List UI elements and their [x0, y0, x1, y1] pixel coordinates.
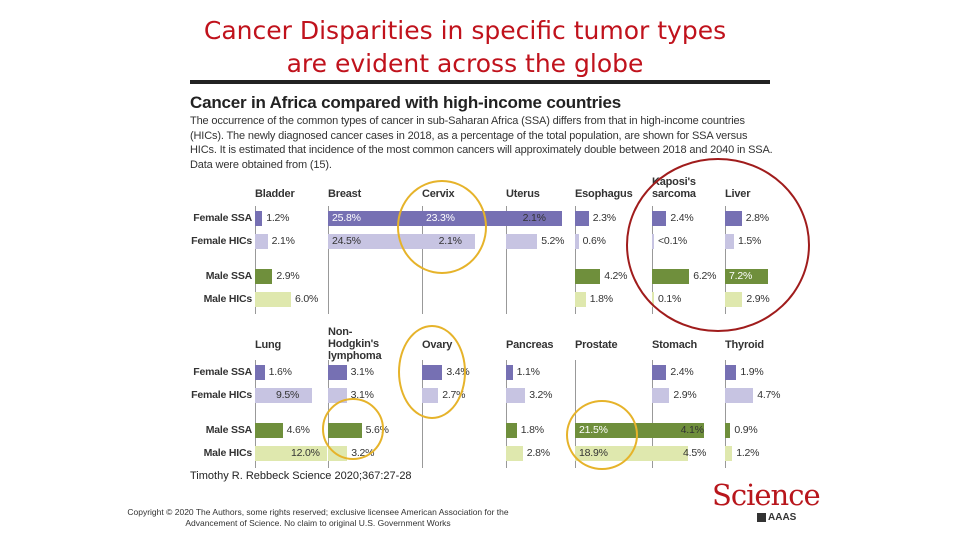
axis-line-breast	[328, 206, 329, 314]
bar-bladder-male-ssa	[255, 269, 273, 284]
source-credit: Timothy R. Rebbeck Science 2020;367:27-2…	[190, 470, 412, 482]
category-label-breast: Breast	[328, 188, 362, 200]
chart-description: The occurrence of the common types of ca…	[190, 115, 773, 171]
bar-pancreas-male-hics	[506, 446, 523, 461]
value-label-pancreas-male-hics: 2.8%	[526, 447, 550, 459]
bar-stomach-female-hics	[652, 388, 670, 403]
category-label-thyroid: Thyroid	[725, 339, 764, 351]
row-label-female-hics: Female HICs	[191, 389, 252, 401]
science-logo: Science	[712, 478, 821, 512]
bar-lung-male-hics	[255, 446, 327, 461]
category-label-prostate: Prostate	[575, 339, 618, 351]
value-label-bladder-male-hics: 6.0%	[295, 293, 319, 305]
bar-lung-male-ssa	[255, 423, 283, 438]
row-label-female-ssa: Female SSA	[193, 366, 252, 378]
bar-esophagus-male-hics	[575, 292, 586, 307]
category-label-pancreas: Pancreas	[506, 339, 554, 351]
value-label-esophagus-female-ssa: 2.3%	[592, 212, 616, 224]
bar-pancreas-female-ssa	[506, 365, 513, 380]
value-label-lung-female-hics: 9.5%	[276, 389, 300, 401]
value-label-breast-female-ssa: 25.8%	[332, 212, 361, 224]
row-label-male-hics: Male HICs	[203, 293, 253, 305]
bar-esophagus-female-ssa	[575, 211, 589, 226]
highlight-ring-kaposi-liver	[626, 158, 810, 332]
value-label-uterus-female-hics: 5.2%	[541, 235, 565, 247]
value-label-lung-female-ssa: 1.6%	[268, 366, 292, 378]
bar-non-hodgkin-s-lymphoma-female-ssa	[328, 365, 347, 380]
value-label-stomach-female-ssa: 2.4%	[670, 366, 694, 378]
value-label-bladder-female-ssa: 1.2%	[266, 212, 290, 224]
bar-stomach-male-ssa	[652, 423, 677, 438]
value-label-pancreas-female-ssa: 1.1%	[516, 366, 540, 378]
bar-bladder-female-hics	[255, 234, 268, 249]
axis-line-lung	[255, 360, 256, 468]
value-label-pancreas-female-hics: 3.2%	[529, 389, 553, 401]
value-label-bladder-male-ssa: 2.9%	[276, 270, 300, 282]
bar-pancreas-female-hics	[506, 388, 526, 403]
highlight-ring-prostate	[566, 400, 638, 470]
value-label-lung-male-hics: 12.0%	[291, 447, 320, 459]
bar-esophagus-male-ssa	[575, 269, 601, 284]
category-label-esophagus: Esophagus	[575, 188, 633, 200]
copyright-notice: Copyright © 2020 The Authors, some right…	[127, 507, 509, 528]
bar-stomach-male-hics	[652, 446, 679, 461]
value-label-thyroid-female-ssa: 1.9%	[740, 366, 764, 378]
value-label-thyroid-male-ssa: 0.9%	[734, 424, 758, 436]
aaas-logo-text: AAAS	[768, 512, 797, 523]
value-label-non-hodgkin-s-lymphoma-female-ssa: 3.1%	[350, 366, 374, 378]
axis-line-thyroid	[725, 360, 726, 468]
highlight-ring-ovary	[398, 325, 466, 419]
slide-title-line2: are evident across the globe	[286, 49, 644, 78]
row-label-male-ssa: Male SSA	[205, 270, 252, 282]
category-label-bladder: Bladder	[255, 188, 295, 200]
axis-line-stomach	[652, 360, 653, 468]
bar-thyroid-male-ssa	[725, 423, 731, 438]
row-label-female-ssa: Female SSA	[193, 212, 252, 224]
row-label-female-hics: Female HICs	[191, 235, 252, 247]
bar-uterus-female-hics	[506, 234, 538, 249]
bar-esophagus-female-hics	[575, 234, 579, 249]
value-label-stomach-male-ssa: 4.1%	[680, 424, 704, 436]
bar-lung-female-ssa	[255, 365, 265, 380]
axis-line-pancreas	[506, 360, 507, 468]
bar-thyroid-female-hics	[725, 388, 754, 403]
axis-line-uterus	[506, 206, 507, 314]
slide-title-line1: Cancer Disparities in specific tumor typ…	[203, 16, 727, 45]
bar-bladder-female-ssa	[255, 211, 263, 226]
bar-lung-female-hics	[255, 388, 312, 403]
value-label-uterus-female-ssa: 2.1%	[522, 212, 546, 224]
bar-stomach-female-ssa	[652, 365, 667, 380]
value-label-breast-female-hics: 24.5%	[332, 235, 361, 247]
category-label-non-hodgkin-s-lymphoma: Non-Hodgkin's lymphoma	[328, 326, 382, 362]
value-label-bladder-female-hics: 2.1%	[271, 235, 295, 247]
bar-thyroid-male-hics	[725, 446, 733, 461]
aaas-logo-icon	[757, 513, 766, 522]
value-label-thyroid-female-hics: 4.7%	[757, 389, 781, 401]
value-label-stomach-male-hics: 4.5%	[683, 447, 707, 459]
category-label-lung: Lung	[255, 339, 282, 351]
value-label-esophagus-male-hics: 1.8%	[589, 293, 613, 305]
value-label-pancreas-male-ssa: 1.8%	[520, 424, 544, 436]
highlight-ring-nhl	[322, 398, 384, 460]
axis-line-bladder	[255, 206, 256, 314]
chart-top-rule	[190, 80, 770, 84]
value-label-esophagus-male-ssa: 4.2%	[604, 270, 628, 282]
chart-title: Cancer in Africa compared with high-inco…	[190, 93, 622, 112]
bar-bladder-male-hics	[255, 292, 291, 307]
value-label-thyroid-male-hics: 1.2%	[736, 447, 760, 459]
value-label-lung-male-ssa: 4.6%	[286, 424, 310, 436]
row-label-male-ssa: Male SSA	[205, 424, 252, 436]
highlight-ring-cervix	[397, 180, 487, 274]
bar-uterus-female-ssa	[506, 211, 519, 226]
category-label-stomach: Stomach	[652, 339, 698, 351]
row-label-male-hics: Male HICs	[203, 447, 253, 459]
bar-thyroid-female-ssa	[725, 365, 737, 380]
value-label-esophagus-female-hics: 0.6%	[582, 235, 606, 247]
bar-pancreas-male-ssa	[506, 423, 517, 438]
category-label-uterus: Uterus	[506, 188, 540, 200]
axis-line-esophagus	[575, 206, 576, 314]
value-label-stomach-female-hics: 2.9%	[673, 389, 697, 401]
